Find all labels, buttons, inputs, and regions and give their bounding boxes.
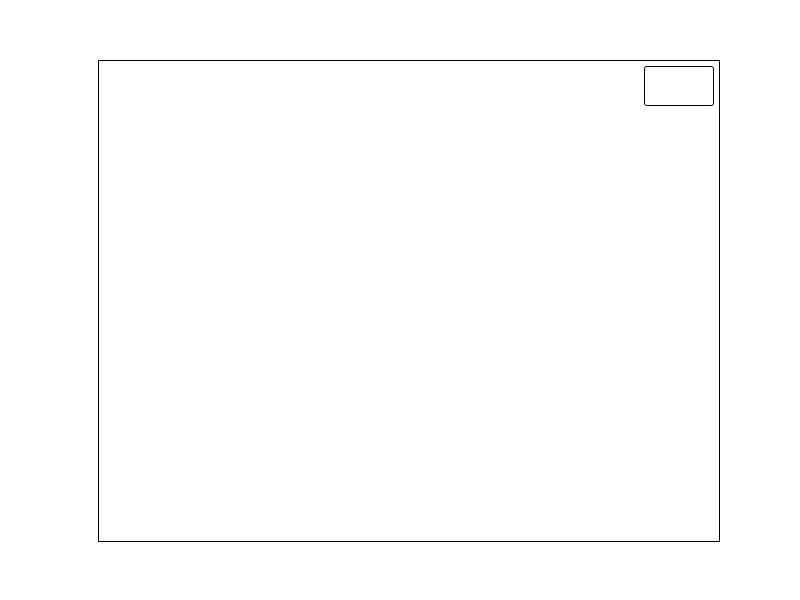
plot-area [98, 60, 720, 542]
legend-swatch-fp [652, 89, 677, 100]
legend [644, 66, 714, 106]
legend-item-fp [652, 89, 707, 100]
legend-item-tp [652, 73, 707, 84]
legend-swatch-tp [652, 73, 677, 84]
